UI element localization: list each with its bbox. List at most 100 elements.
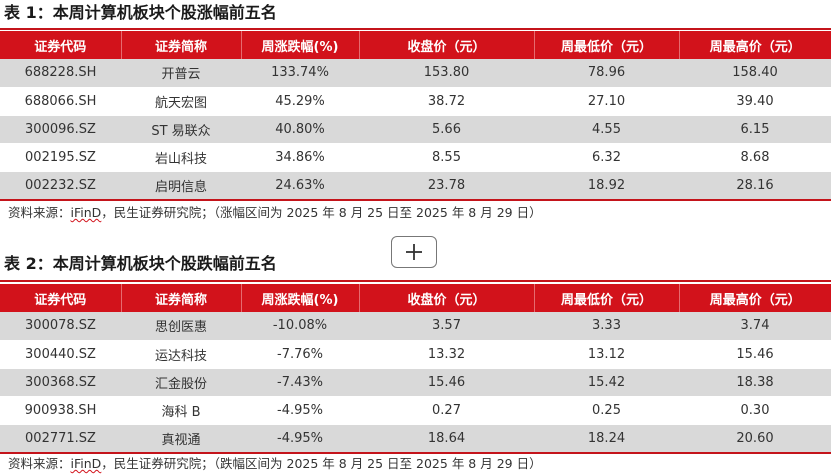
table-cell: 航天宏图 [121, 87, 241, 116]
column-header: 证券代码 [0, 31, 122, 59]
table-row: 300078.SZ 思创医惠 -10.08% 3.57 3.33 3.74 [0, 312, 831, 341]
table-cell: 002771.SZ [0, 424, 121, 453]
table-cell: 002232.SZ [0, 171, 121, 200]
table-cell: -4.95% [241, 424, 359, 453]
table-cell: 133.74% [241, 59, 359, 88]
table-cell: 24.63% [241, 171, 359, 200]
table-cell: 15.46 [679, 340, 831, 369]
table2-top-rule [0, 280, 831, 282]
column-header: 周最低价（元） [534, 31, 680, 59]
table-cell: 900938.SH [0, 396, 121, 425]
table-cell: 真视通 [121, 424, 241, 453]
column-header: 周最低价（元） [534, 284, 680, 312]
table-cell: -4.95% [241, 396, 359, 425]
table-cell: 海科 B [121, 396, 241, 425]
table-cell: 8.68 [679, 143, 831, 172]
table-cell: 0.25 [534, 396, 679, 425]
table-cell: 28.16 [679, 171, 831, 200]
table-cell: 13.32 [359, 340, 534, 369]
table-cell: 158.40 [679, 59, 831, 88]
table-cell: 688066.SH [0, 87, 121, 116]
table1-source-note: 资料来源：iFinD，民生证券研究院；（涨幅区间为 2025 年 8 月 25 … [8, 202, 542, 224]
table-cell: 启明信息 [121, 171, 241, 200]
source-rest: ，民生证券研究院；（涨幅区间为 2025 年 8 月 25 日至 2025 年 … [101, 205, 542, 220]
source-ifind: iFinD [70, 205, 102, 220]
column-header: 收盘价（元） [359, 31, 535, 59]
table1-header-row: 证券代码 证券简称 周涨跌幅(%) 收盘价（元） 周最低价（元） 周最高价（元） [0, 31, 831, 59]
source-prefix: 资料来源： [8, 456, 71, 471]
table-cell: 300368.SZ [0, 368, 121, 397]
table-row: 002232.SZ 启明信息 24.63% 23.78 18.92 28.16 [0, 171, 831, 200]
table-cell: 40.80% [241, 115, 359, 144]
table-cell: 思创医惠 [121, 312, 241, 341]
table2-title: 表 2：本周计算机板块个股跌幅前五名 [4, 254, 277, 273]
table-cell: 4.55 [534, 115, 679, 144]
add-button[interactable] [391, 236, 437, 268]
table-cell: 002195.SZ [0, 143, 121, 172]
table-cell: 78.96 [534, 59, 679, 88]
table-cell: 8.55 [359, 143, 534, 172]
table-cell: 27.10 [534, 87, 679, 116]
table-cell: 38.72 [359, 87, 534, 116]
table-cell: 3.33 [534, 312, 679, 341]
table-cell: 15.46 [359, 368, 534, 397]
table-cell: 6.15 [679, 115, 831, 144]
table-cell: 300078.SZ [0, 312, 121, 341]
table-row: 688228.SH 开普云 133.74% 153.80 78.96 158.40 [0, 59, 831, 88]
table-cell: 15.42 [534, 368, 679, 397]
table-cell: 153.80 [359, 59, 534, 88]
table-cell: 3.74 [679, 312, 831, 341]
table2-source-note: 资料来源：iFinD，民生证券研究院；（跌幅区间为 2025 年 8 月 25 … [8, 453, 542, 474]
table-cell: 6.32 [534, 143, 679, 172]
table-row: 300368.SZ 汇金股份 -7.43% 15.46 15.42 18.38 [0, 368, 831, 397]
table-cell: -7.43% [241, 368, 359, 397]
table-cell: 0.30 [679, 396, 831, 425]
column-header: 证券简称 [121, 284, 242, 312]
table1: 证券代码 证券简称 周涨跌幅(%) 收盘价（元） 周最低价（元） 周最高价（元） 6882… [0, 31, 831, 200]
column-header: 证券代码 [0, 284, 122, 312]
source-prefix: 资料来源： [8, 205, 71, 220]
table-row: 300440.SZ 运达科技 -7.76% 13.32 13.12 15.46 [0, 340, 831, 369]
table-cell: 688228.SH [0, 59, 121, 88]
table-cell: 0.27 [359, 396, 534, 425]
table-cell: 3.57 [359, 312, 534, 341]
table1-bottom-rule [0, 199, 831, 201]
table-cell: 300440.SZ [0, 340, 121, 369]
table1-title: 表 1：本周计算机板块个股涨幅前五名 [4, 3, 277, 22]
table-cell: 18.92 [534, 171, 679, 200]
column-header: 收盘价（元） [359, 284, 535, 312]
table-row: 002771.SZ 真视通 -4.95% 18.64 18.24 20.60 [0, 424, 831, 453]
table1-top-rule [0, 28, 831, 30]
table-cell: 18.38 [679, 368, 831, 397]
table-cell: 运达科技 [121, 340, 241, 369]
table-cell: 汇金股份 [121, 368, 241, 397]
column-header: 周涨跌幅(%) [241, 284, 360, 312]
column-header: 周涨跌幅(%) [241, 31, 360, 59]
table-row: 900938.SH 海科 B -4.95% 0.27 0.25 0.30 [0, 396, 831, 425]
table-row: 688066.SH 航天宏图 45.29% 38.72 27.10 39.40 [0, 87, 831, 116]
table-cell: 岩山科技 [121, 143, 241, 172]
table-cell: 39.40 [679, 87, 831, 116]
table-cell: 18.24 [534, 424, 679, 453]
table-cell: 13.12 [534, 340, 679, 369]
column-header: 证券简称 [121, 31, 242, 59]
table-cell: 45.29% [241, 87, 359, 116]
column-header: 周最高价（元） [679, 284, 831, 312]
table-cell: 18.64 [359, 424, 534, 453]
table-cell: 5.66 [359, 115, 534, 144]
plus-icon [406, 244, 422, 260]
table-cell: 开普云 [121, 59, 241, 88]
table2-bottom-rule [0, 452, 831, 454]
column-header: 周最高价（元） [679, 31, 831, 59]
table2: 证券代码 证券简称 周涨跌幅(%) 收盘价（元） 周最低价（元） 周最高价（元） 3000… [0, 284, 831, 453]
table-cell: 300096.SZ [0, 115, 121, 144]
table-cell: 23.78 [359, 171, 534, 200]
table-cell: -10.08% [241, 312, 359, 341]
table-row: 002195.SZ 岩山科技 34.86% 8.55 6.32 8.68 [0, 143, 831, 172]
table-cell: -7.76% [241, 340, 359, 369]
table-cell: 20.60 [679, 424, 831, 453]
source-rest: ，民生证券研究院；（跌幅区间为 2025 年 8 月 25 日至 2025 年 … [101, 456, 542, 471]
table-cell: ST 易联众 [121, 115, 241, 144]
source-ifind: iFinD [70, 456, 102, 471]
table-cell: 34.86% [241, 143, 359, 172]
